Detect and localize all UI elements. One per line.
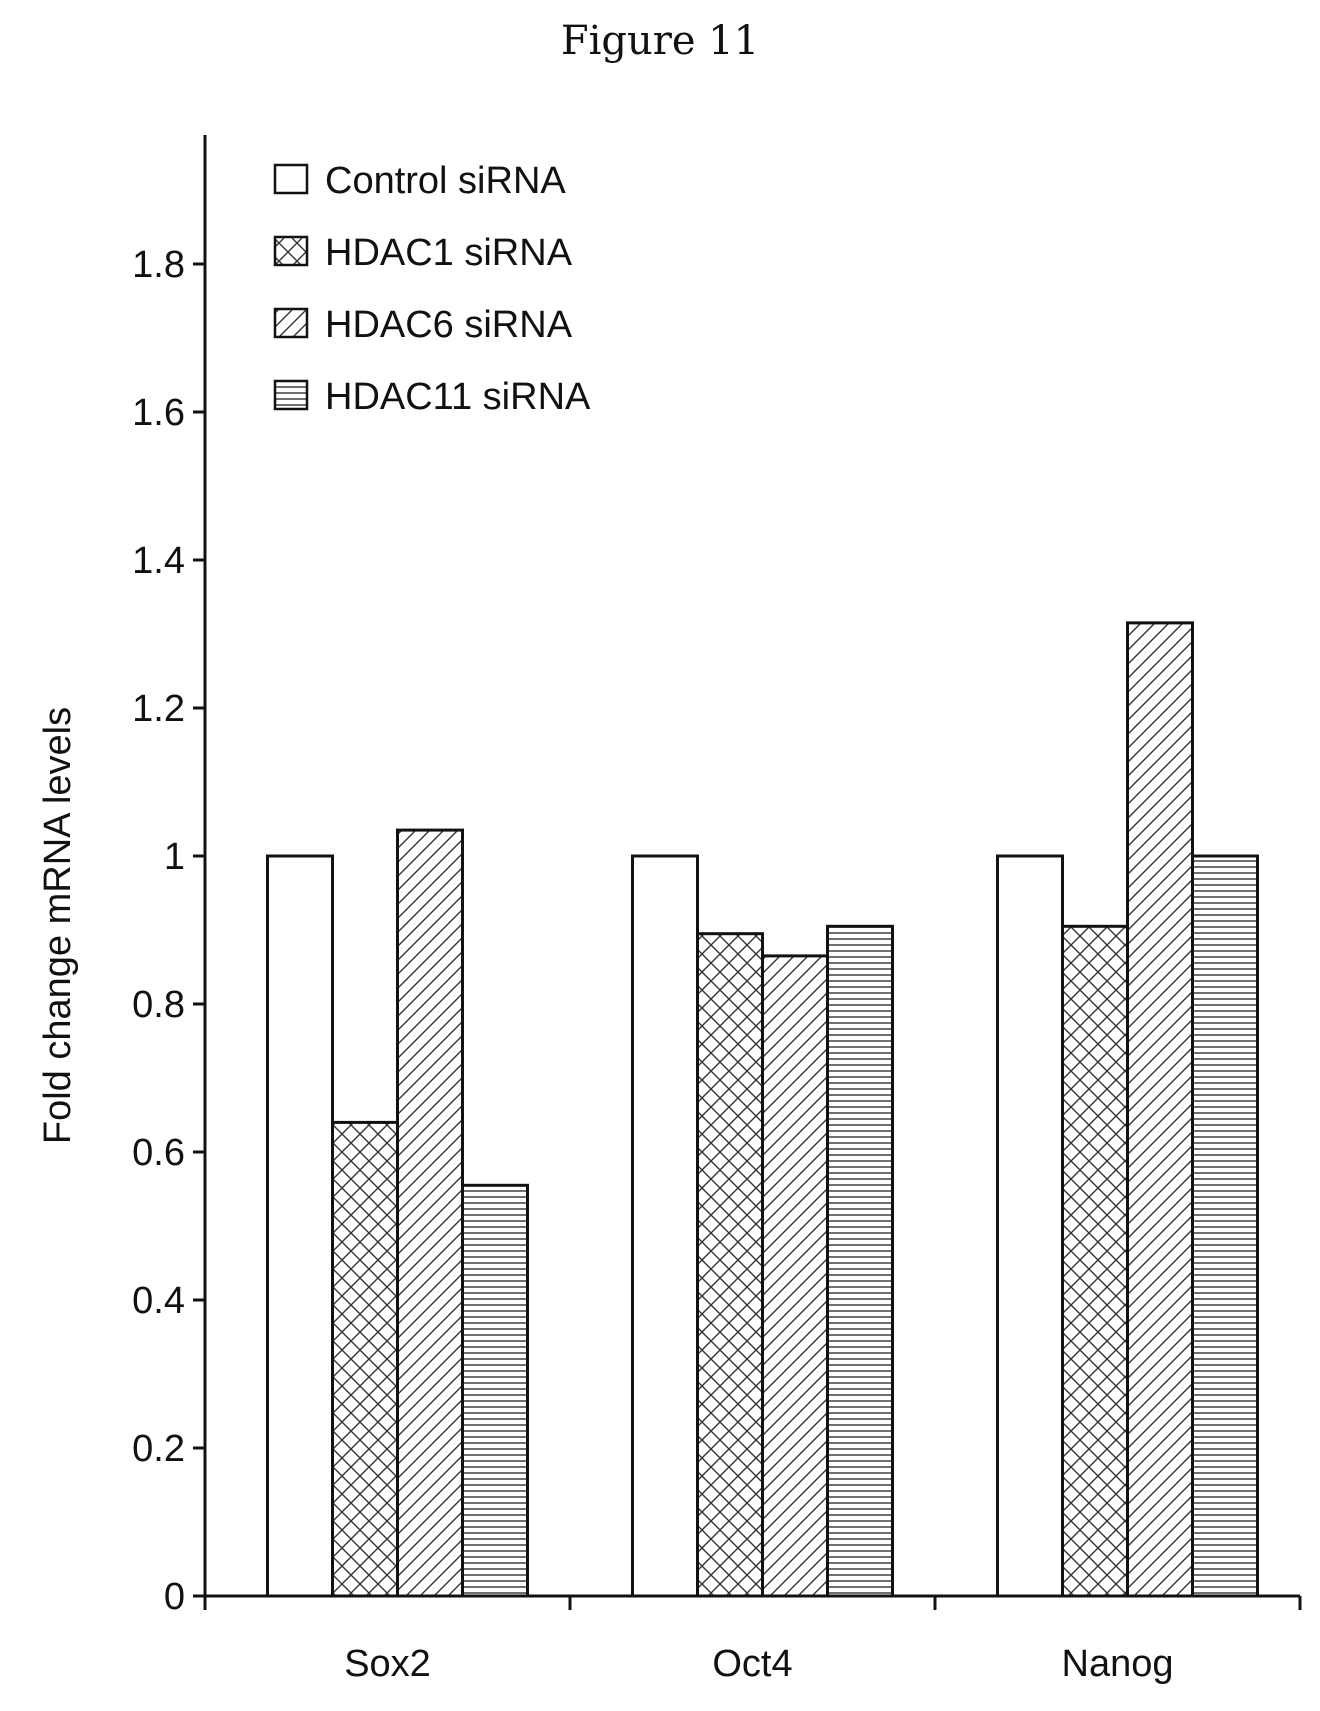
y-tick-label: 0.2 (132, 1428, 185, 1470)
bar-hdac1-sirna-nanog (1061, 924, 1129, 1598)
bar-hdac1-sirna-sox2 (331, 1120, 399, 1598)
legend-swatch (273, 235, 309, 267)
y-tick-label: 0.8 (132, 984, 185, 1026)
bar-hdac11-sirna-nanog (1191, 854, 1259, 1598)
figure-title: Figure 11 (560, 18, 760, 64)
bar-control-sirna-nanog (996, 854, 1064, 1598)
y-tick-label: 1 (164, 836, 185, 878)
y-tick-label: 1.4 (132, 540, 185, 582)
legend-label: HDAC1 siRNA (325, 232, 573, 274)
bar-hdac6-sirna-oct4 (761, 954, 829, 1598)
legend-label: HDAC11 siRNA (325, 376, 591, 418)
y-tick-label: 0.4 (132, 1280, 185, 1322)
y-tick-label: 1.6 (132, 392, 185, 434)
legend-swatch (273, 163, 309, 195)
bar-hdac11-sirna-sox2 (461, 1183, 529, 1598)
bar-hdac1-sirna-oct4 (696, 932, 764, 1598)
bar-hdac6-sirna-nanog (1126, 621, 1194, 1598)
x-category-label: Oct4 (712, 1643, 792, 1685)
y-tick-label: 0 (164, 1576, 185, 1618)
legend-label: HDAC6 siRNA (325, 304, 573, 346)
y-axis-title: Fold change mRNA levels (37, 707, 79, 1144)
x-category-label: Nanog (1062, 1643, 1174, 1685)
x-category-label: Sox2 (344, 1643, 431, 1685)
bar-hdac11-sirna-oct4 (826, 924, 894, 1598)
y-tick-label: 1.2 (132, 688, 185, 730)
legend-label: Control siRNA (325, 160, 566, 202)
bar-control-sirna-oct4 (631, 854, 699, 1598)
bar-control-sirna-sox2 (266, 854, 334, 1598)
legend-swatch (273, 307, 309, 339)
y-tick-label: 0.6 (132, 1132, 185, 1174)
legend-swatch (273, 379, 309, 411)
y-tick-label: 1.8 (132, 244, 185, 286)
bar-hdac6-sirna-sox2 (396, 828, 464, 1598)
